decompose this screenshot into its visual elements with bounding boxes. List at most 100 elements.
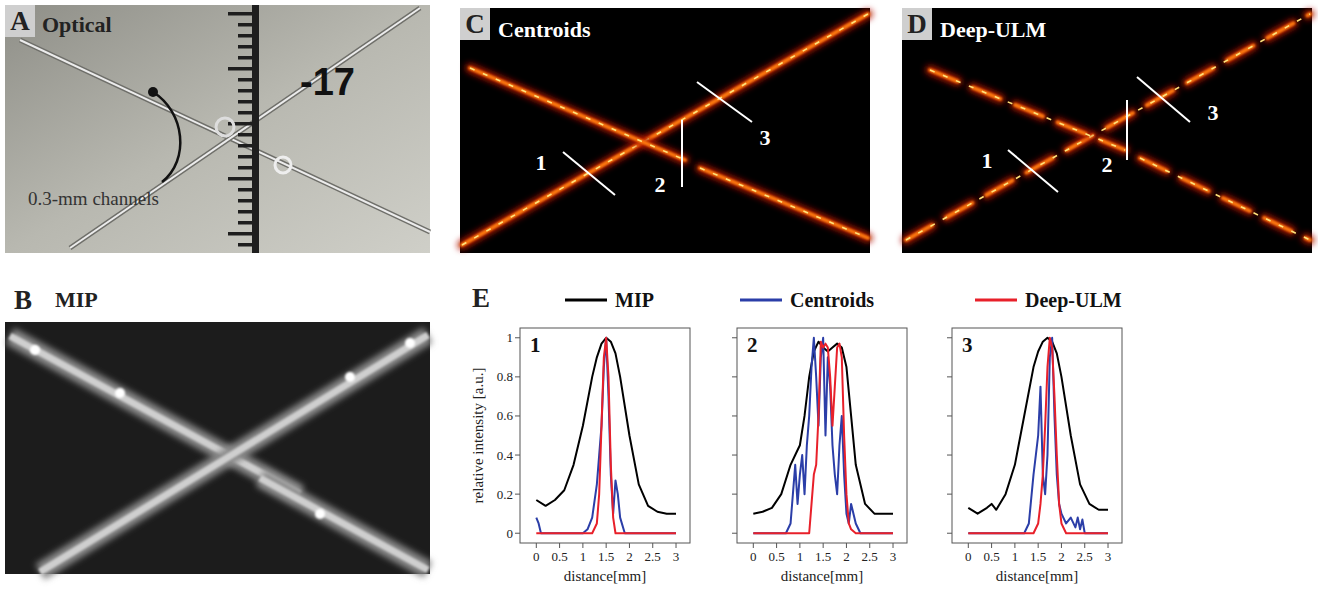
bright-spot bbox=[345, 372, 355, 382]
panel-title: Deep-ULM bbox=[940, 17, 1047, 42]
x-tick-label: 0.5 bbox=[551, 549, 567, 564]
y-tick bbox=[515, 376, 520, 377]
bright-spot bbox=[30, 345, 40, 355]
legend-label: Centroids bbox=[790, 289, 874, 311]
x-tick bbox=[1108, 543, 1109, 548]
legend-label: MIP bbox=[615, 289, 654, 311]
plot-frame bbox=[952, 328, 1122, 543]
bright-spot bbox=[405, 338, 415, 348]
ruler-tick bbox=[238, 166, 252, 170]
profile-label: 1 bbox=[982, 148, 993, 173]
channel bbox=[700, 168, 868, 238]
y-tick bbox=[732, 415, 737, 416]
x-tick-label: 0 bbox=[965, 549, 972, 564]
x-tick-label: 2 bbox=[626, 549, 633, 564]
channel bbox=[1140, 158, 1310, 240]
y-tick bbox=[732, 455, 737, 456]
profile-label: 3 bbox=[760, 125, 771, 150]
x-tick-label: 2.5 bbox=[1077, 549, 1093, 564]
channel bbox=[20, 40, 430, 232]
y-axis-title: relative intensity [a.u.] bbox=[470, 368, 486, 504]
ruler-tick bbox=[228, 67, 252, 71]
y-tick bbox=[947, 415, 952, 416]
ruler-tick bbox=[238, 34, 252, 38]
y-tick bbox=[732, 533, 737, 534]
x-tick bbox=[676, 543, 677, 548]
plot-title: 1 bbox=[530, 333, 541, 357]
ulm-channels bbox=[462, 14, 868, 245]
channel bbox=[470, 68, 685, 160]
channel bbox=[260, 478, 428, 570]
ruler-tick bbox=[228, 177, 252, 181]
legend-swatch bbox=[975, 299, 1017, 302]
plot-area bbox=[968, 338, 1108, 533]
channel bbox=[470, 68, 685, 160]
profile-label: 2 bbox=[655, 172, 666, 197]
channel bbox=[10, 336, 300, 494]
panel-letter: B bbox=[14, 285, 32, 315]
channel bbox=[40, 335, 428, 572]
panel-title: MIP bbox=[55, 287, 98, 312]
x-tick bbox=[1038, 543, 1039, 548]
x-tick bbox=[776, 543, 777, 548]
x-tick-label: 3 bbox=[890, 549, 897, 564]
x-tick bbox=[893, 543, 894, 548]
x-tick-label: 1 bbox=[1012, 549, 1019, 564]
channel bbox=[700, 168, 868, 238]
channel bbox=[462, 14, 868, 245]
ruler-tick bbox=[238, 210, 252, 214]
y-tick bbox=[947, 455, 952, 456]
ulm-background bbox=[460, 8, 870, 253]
mip-channels bbox=[10, 335, 428, 572]
ruler-label: -17 bbox=[300, 61, 355, 103]
channel bbox=[70, 8, 420, 248]
y-tick bbox=[947, 376, 952, 377]
x-tick-label: 2 bbox=[843, 549, 850, 564]
x-tick-label: 1.5 bbox=[1030, 549, 1046, 564]
letter-box bbox=[5, 5, 35, 37]
y-tick-label: 0.2 bbox=[497, 487, 513, 502]
x-tick bbox=[582, 543, 583, 548]
x-tick-label: 0.5 bbox=[768, 549, 784, 564]
channel bbox=[40, 335, 428, 572]
y-tick bbox=[515, 455, 520, 456]
channel bbox=[930, 70, 1125, 150]
figure: -170.3-mm channelsAOpticalBMIP123CCentro… bbox=[0, 0, 1318, 589]
channel bbox=[906, 14, 1310, 240]
x-tick bbox=[652, 543, 653, 548]
plot-frame bbox=[737, 328, 907, 543]
x-tick bbox=[968, 543, 969, 548]
x-tick-label: 1.5 bbox=[598, 549, 614, 564]
x-tick bbox=[991, 543, 992, 548]
channel bbox=[906, 14, 1310, 240]
profile-line bbox=[563, 152, 615, 195]
ruler-tick bbox=[228, 232, 252, 236]
y-tick bbox=[515, 415, 520, 416]
channel bbox=[700, 168, 868, 238]
profile-line bbox=[697, 82, 752, 122]
panel-title: Optical bbox=[42, 12, 112, 37]
channel bbox=[462, 14, 868, 245]
y-tick-label: 0.6 bbox=[497, 408, 514, 423]
profile-line bbox=[1137, 77, 1190, 122]
annotation: 0.3-mm channels bbox=[28, 188, 159, 209]
channel bbox=[462, 14, 868, 245]
bright-spot bbox=[315, 509, 325, 519]
ruler-tick bbox=[228, 12, 252, 16]
panel-letter: A bbox=[10, 6, 30, 36]
series-line bbox=[968, 338, 1108, 533]
ruler-tick bbox=[238, 155, 252, 159]
y-tick-label: 0.4 bbox=[497, 448, 514, 463]
channel bbox=[70, 8, 420, 248]
profile-label: 1 bbox=[536, 150, 547, 175]
y-tick bbox=[732, 337, 737, 338]
y-tick bbox=[947, 494, 952, 495]
x-tick-label: 3 bbox=[1105, 549, 1112, 564]
x-tick bbox=[559, 543, 560, 548]
letter-box bbox=[460, 8, 490, 40]
y-tick bbox=[947, 337, 952, 338]
ruler-tick bbox=[238, 111, 252, 115]
leader-line bbox=[153, 92, 180, 182]
profile-label: 3 bbox=[1208, 100, 1219, 125]
series-line bbox=[968, 338, 1108, 533]
